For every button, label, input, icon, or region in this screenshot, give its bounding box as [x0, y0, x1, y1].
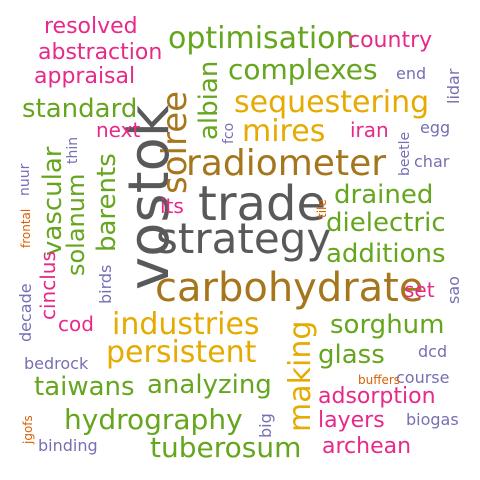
word-complexes: complexes	[228, 53, 378, 86]
word-jgofs: jgofs	[21, 415, 35, 444]
word-decade: decade	[16, 283, 35, 342]
word-lidar: lidar	[444, 68, 463, 104]
word-birds: birds	[96, 264, 115, 304]
word-dielectric: dielectric	[326, 208, 446, 238]
word-iran: iran	[350, 118, 389, 142]
word-frontal: frontal	[19, 208, 33, 248]
word-glass: glass	[318, 340, 385, 370]
word-tile: tile	[315, 199, 329, 218]
word-cod: cod	[58, 312, 94, 336]
word-resolved: resolved	[44, 14, 138, 39]
word-bedrock: bedrock	[24, 354, 89, 373]
word-standard: standard	[22, 94, 138, 124]
word-drained: drained	[334, 180, 434, 210]
word-big: big	[256, 413, 275, 438]
word-additions: additions	[326, 239, 446, 269]
word-archean: archean	[322, 434, 412, 459]
word-its: its	[160, 194, 184, 218]
word-layers: layers	[318, 408, 385, 433]
word-carbohydrate: carbohydrate	[155, 265, 424, 311]
word-binding: binding	[38, 436, 98, 455]
word-trade: trade	[198, 176, 326, 232]
word-nuur: nuur	[17, 163, 33, 196]
word-sequestering: sequestering	[234, 85, 430, 120]
word-thin: thin	[65, 136, 81, 164]
word-char: char	[414, 152, 450, 171]
word-fco: fco	[221, 122, 237, 144]
word-appraisal: appraisal	[34, 64, 136, 89]
word-next: next	[96, 118, 141, 142]
word-solanum: solanum	[62, 173, 90, 276]
word-country: country	[348, 28, 433, 53]
word-egg: egg	[420, 118, 451, 137]
word-sorghum: sorghum	[330, 310, 445, 340]
word-soiree: soiree	[155, 90, 195, 194]
word-cinclus: cinclus	[36, 251, 60, 320]
word-optimisation: optimisation	[168, 21, 355, 56]
word-adsorption: adsorption	[318, 384, 436, 409]
word-sao: sao	[444, 276, 463, 304]
word-persistent: persistent	[106, 335, 257, 370]
word-albian: albian	[194, 60, 224, 140]
word-tuberosum: tuberosum	[150, 431, 302, 464]
word-abstraction: abstraction	[38, 40, 163, 65]
word-course: course	[396, 368, 450, 387]
word-barents: barents	[92, 153, 122, 252]
word-hydrography: hydrography	[64, 403, 243, 436]
word-biogas: biogas	[406, 410, 459, 429]
word-strategy: strategy	[156, 214, 332, 263]
word-end: end	[396, 64, 427, 83]
word-dcd: dcd	[418, 342, 448, 361]
word-radiometer: radiometer	[186, 143, 387, 184]
word-beetle: beetle	[397, 131, 413, 176]
word-industries: industries	[112, 307, 260, 342]
word-analyzing: analyzing	[147, 370, 272, 400]
word-mires: mires	[242, 114, 326, 149]
word-taiwans: taiwans	[34, 372, 135, 402]
word-set: set	[404, 278, 435, 302]
word-buffers: buffers	[358, 373, 401, 387]
word-making: making	[283, 320, 318, 432]
